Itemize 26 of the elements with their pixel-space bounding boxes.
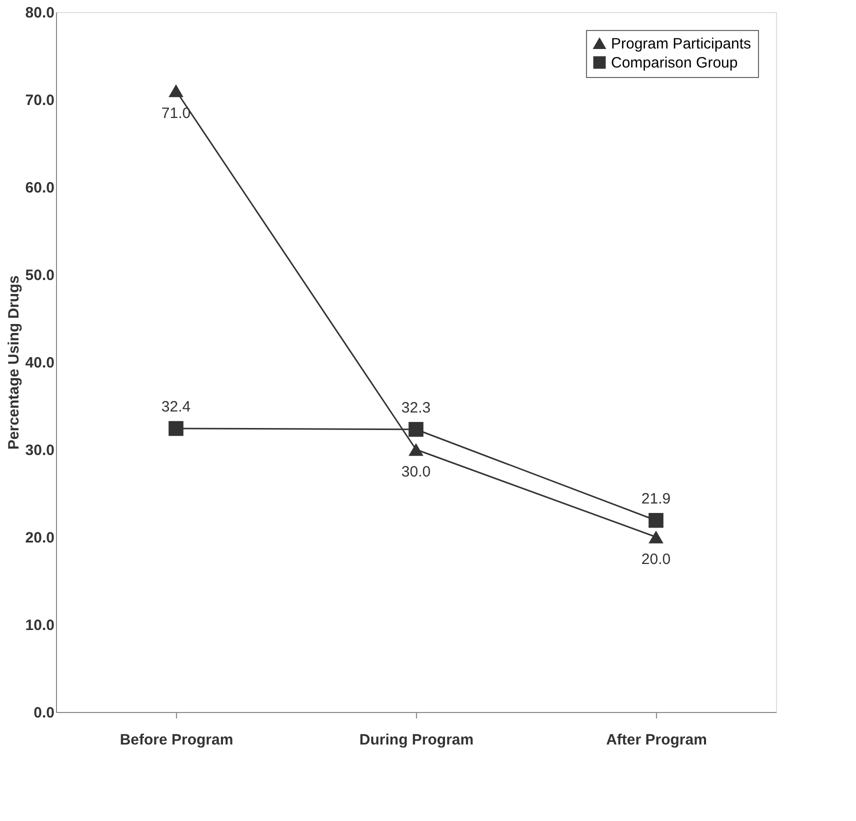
- point: [648, 512, 664, 528]
- x-tick-label: Before Program: [120, 732, 234, 748]
- point: [168, 421, 184, 436]
- legend-label: Program Participants: [611, 36, 752, 52]
- y-tick-label: 20.0: [25, 530, 54, 546]
- y-tick-label: 0.0: [34, 704, 54, 722]
- y-axis-title: Percentage Using Drugs: [5, 275, 22, 450]
- data-label: 32.4: [161, 398, 191, 416]
- y-tick-label: 70.0: [25, 92, 54, 109]
- data-label: 30.0: [401, 464, 431, 480]
- data-label: 32.3: [401, 399, 431, 416]
- y-tick-label: 50.0: [25, 267, 54, 284]
- x-tick-label: After Program: [606, 732, 707, 748]
- legend-label: Comparison Group: [611, 54, 738, 72]
- point: [408, 443, 424, 456]
- y-tick-label: 80.0: [25, 4, 54, 22]
- point: [408, 422, 424, 437]
- point: [648, 530, 664, 544]
- y-tick-label: 30.0: [25, 442, 54, 459]
- y-tick-label: 60.0: [25, 180, 54, 196]
- data-label: 20.0: [641, 551, 671, 568]
- y-tick-label: 10.0: [25, 617, 54, 634]
- x-tick-label: During Program: [359, 732, 474, 748]
- data-label: 21.9: [641, 490, 671, 508]
- point: [168, 84, 184, 98]
- y-tick-label: 40.0: [25, 354, 54, 372]
